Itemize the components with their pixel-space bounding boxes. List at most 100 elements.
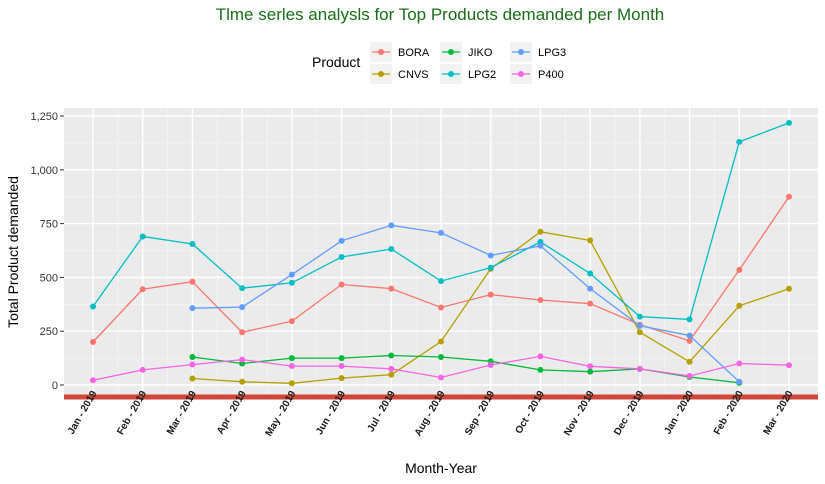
data-point-bora bbox=[686, 337, 693, 344]
data-point-lpg2 bbox=[239, 285, 246, 292]
legend-item-jiko: JIKO bbox=[440, 42, 493, 62]
series-lpg3 bbox=[189, 222, 743, 385]
legend-item-cnvs: CNVS bbox=[370, 64, 429, 84]
data-point-lpg3 bbox=[288, 271, 295, 278]
data-point-jiko bbox=[438, 354, 444, 361]
data-point-bora bbox=[288, 318, 295, 325]
legend-title: Product bbox=[312, 54, 360, 70]
data-point-lpg3 bbox=[189, 305, 196, 312]
data-point-lpg3 bbox=[736, 378, 743, 385]
data-point-lpg2 bbox=[288, 279, 295, 286]
data-point-jiko bbox=[587, 368, 594, 375]
data-point-lpg2 bbox=[139, 233, 146, 240]
legend-key-point bbox=[378, 71, 384, 77]
data-point-lpg3 bbox=[636, 322, 643, 329]
data-point-cnvs bbox=[636, 329, 643, 336]
data-point-cnvs bbox=[288, 380, 295, 387]
grid-lines bbox=[64, 108, 818, 396]
data-point-p400 bbox=[438, 374, 444, 381]
data-point-bora bbox=[139, 286, 146, 293]
data-point-bora bbox=[587, 300, 594, 307]
data-point-lpg2 bbox=[686, 316, 693, 323]
legend-key-point bbox=[448, 49, 454, 55]
data-point-p400 bbox=[537, 353, 544, 360]
data-point-lpg2 bbox=[636, 313, 643, 320]
data-point-lpg2 bbox=[438, 278, 444, 285]
legend-item-lpg3: LPG3 bbox=[510, 42, 566, 62]
legend-key-point bbox=[518, 71, 524, 77]
data-point-p400 bbox=[139, 366, 146, 373]
series-bora bbox=[90, 193, 792, 345]
data-point-bora bbox=[388, 285, 395, 292]
data-point-lpg2 bbox=[587, 270, 594, 277]
data-point-cnvs bbox=[338, 375, 345, 382]
data-point-cnvs bbox=[537, 228, 544, 235]
data-point-p400 bbox=[786, 362, 792, 369]
data-point-lpg2 bbox=[90, 303, 96, 310]
legend-items: BORA CNVS JIKO LPG2 LPG3 P400 bbox=[370, 42, 566, 84]
data-point-cnvs bbox=[388, 371, 395, 378]
data-point-lpg2 bbox=[487, 264, 494, 271]
data-point-lpg3 bbox=[338, 237, 345, 244]
data-point-cnvs bbox=[736, 302, 743, 309]
y-axis-title: Total Product demanded bbox=[5, 176, 21, 328]
legend-label: JIKO bbox=[468, 47, 493, 59]
data-point-bora bbox=[189, 278, 196, 285]
legend-label: BORA bbox=[398, 47, 430, 59]
data-point-p400 bbox=[288, 363, 295, 370]
legend-label: LPG2 bbox=[468, 69, 496, 81]
data-point-bora bbox=[736, 266, 743, 273]
series-layer bbox=[90, 119, 792, 387]
data-point-bora bbox=[239, 329, 246, 336]
data-point-p400 bbox=[239, 356, 246, 363]
data-point-lpg2 bbox=[786, 119, 792, 126]
data-point-p400 bbox=[587, 363, 594, 370]
data-point-jiko bbox=[388, 352, 395, 359]
data-point-lpg2 bbox=[736, 138, 743, 145]
legend-label: P400 bbox=[538, 69, 564, 81]
data-point-p400 bbox=[189, 361, 196, 368]
data-point-jiko bbox=[189, 354, 196, 361]
data-point-lpg3 bbox=[438, 229, 444, 236]
data-point-cnvs bbox=[587, 237, 594, 244]
legend-label: CNVS bbox=[398, 69, 429, 81]
data-point-lpg3 bbox=[487, 252, 494, 259]
data-point-bora bbox=[438, 304, 444, 311]
data-point-lpg3 bbox=[239, 304, 246, 311]
data-point-lpg2 bbox=[189, 241, 196, 248]
legend-key-point bbox=[518, 49, 524, 55]
legend-key-point bbox=[378, 49, 384, 55]
legend: Product BORA CNVS JIKO LPG2 LPG3 P400 bbox=[312, 42, 566, 84]
legend-item-p400: P400 bbox=[510, 64, 564, 84]
data-point-cnvs bbox=[786, 285, 792, 292]
y-tick-label: 250 bbox=[40, 326, 58, 338]
chart-title: Tlme serles analysls for Top Products de… bbox=[216, 5, 665, 24]
data-point-cnvs bbox=[438, 338, 444, 345]
data-point-bora bbox=[90, 338, 96, 345]
data-point-lpg3 bbox=[537, 242, 544, 249]
data-point-p400 bbox=[388, 365, 395, 372]
data-point-p400 bbox=[90, 377, 96, 384]
data-point-p400 bbox=[487, 361, 494, 368]
data-point-cnvs bbox=[189, 375, 196, 382]
y-tick-label: 750 bbox=[40, 219, 58, 231]
x-axis-title: Month-Year bbox=[405, 460, 477, 476]
y-tick-label: 1,250 bbox=[30, 111, 58, 123]
data-point-lpg3 bbox=[388, 222, 395, 229]
data-point-cnvs bbox=[239, 378, 246, 385]
y-axis: 0 250 500 750 1,000 1,250 bbox=[30, 111, 64, 392]
data-point-jiko bbox=[288, 355, 295, 362]
data-point-lpg2 bbox=[338, 253, 345, 260]
series-lpg2 bbox=[90, 119, 792, 323]
data-point-jiko bbox=[338, 355, 345, 362]
legend-item-lpg2: LPG2 bbox=[440, 64, 496, 84]
data-point-jiko bbox=[537, 366, 544, 373]
legend-label: LPG3 bbox=[538, 47, 566, 59]
series-line-lpg3 bbox=[192, 224, 740, 383]
data-point-p400 bbox=[686, 372, 693, 379]
data-point-bora bbox=[786, 193, 792, 200]
y-tick-label: 1,000 bbox=[30, 165, 58, 177]
data-point-lpg2 bbox=[388, 245, 395, 252]
data-point-lpg3 bbox=[587, 285, 594, 292]
